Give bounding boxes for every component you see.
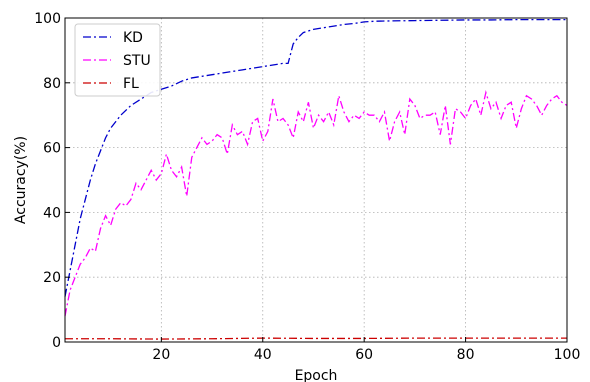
- legend-entry-fl: FL: [123, 76, 139, 92]
- series-line-stu: [64, 90, 568, 317]
- legend-box: [74, 23, 161, 97]
- x-tick-label: 80: [457, 347, 475, 363]
- legend: KD STU FL: [74, 23, 161, 97]
- x-tick-label: 40: [254, 347, 272, 363]
- axis-ticks: 20 40 60 80 100 0 20 40 60 80 100: [34, 11, 580, 363]
- series-line-kd: [64, 18, 567, 297]
- x-tick-label: 100: [554, 347, 581, 363]
- y-tick-label: 0: [52, 335, 61, 351]
- series-line-fl: [65, 337, 567, 340]
- x-tick-label: 60: [355, 347, 373, 363]
- legend-entry-kd: KD: [123, 30, 143, 46]
- x-tick-label: 20: [152, 347, 170, 363]
- legend-entry-stu: STU: [123, 53, 151, 69]
- y-tick-label: 20: [43, 270, 61, 286]
- x-axis-label: Epoch: [295, 368, 338, 382]
- y-axis-label: Accuracy(%): [13, 136, 29, 224]
- series-group: [64, 18, 568, 340]
- y-tick-label: 60: [43, 141, 61, 157]
- y-tick-label: 80: [43, 76, 61, 92]
- y-tick-label: 40: [43, 205, 61, 221]
- y-tick-label: 100: [34, 11, 61, 27]
- plot-frame: [64, 17, 568, 343]
